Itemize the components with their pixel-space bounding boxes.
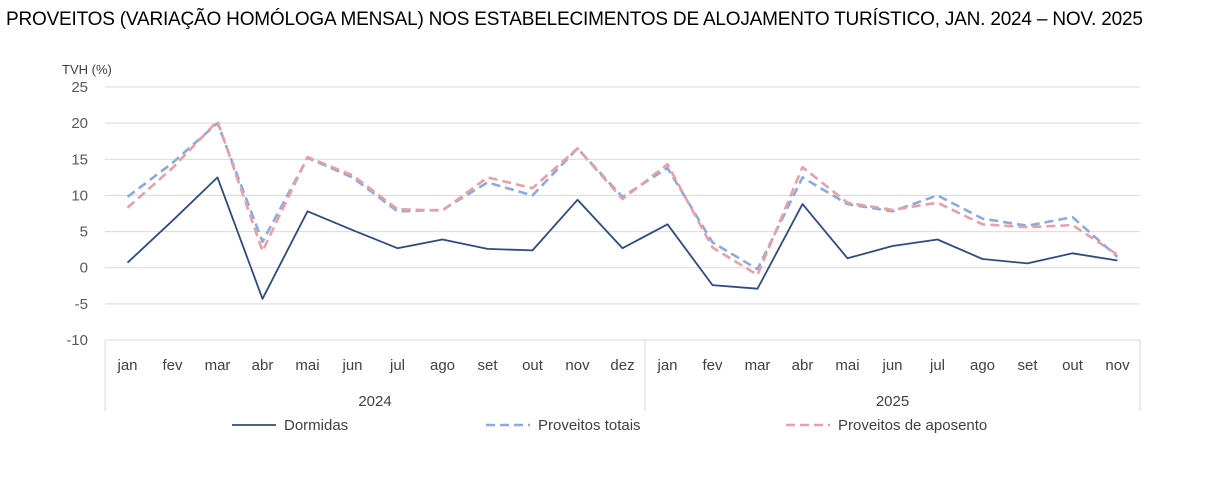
x-group-label: 2024	[358, 393, 391, 410]
x-tick-label: nov	[565, 357, 590, 374]
x-tick-label: jul	[389, 357, 405, 374]
x-tick-label: mar	[205, 357, 231, 374]
y-tick-label: 10	[71, 187, 88, 204]
x-tick-label: out	[522, 357, 544, 374]
x-tick-label: mai	[835, 357, 859, 374]
x-tick-label: jun	[341, 357, 362, 374]
x-tick-label: nov	[1105, 357, 1130, 374]
x-tick-label: abr	[252, 357, 274, 374]
x-tick-label: set	[1017, 357, 1038, 374]
x-tick-label: ago	[430, 357, 455, 374]
y-tick-label: -10	[66, 332, 88, 349]
x-tick-label: fev	[702, 357, 723, 374]
x-tick-label: abr	[792, 357, 814, 374]
x-tick-label: ago	[970, 357, 995, 374]
y-tick-label: 0	[80, 260, 88, 277]
x-tick-label: jul	[929, 357, 945, 374]
series-line-dormidas	[126, 176, 1118, 300]
y-axis-unit-label: TVH (%)	[62, 62, 112, 77]
y-tick-label: 5	[80, 224, 88, 241]
x-tick-label: mar	[745, 357, 771, 374]
x-tick-label: jun	[881, 357, 902, 374]
x-tick-label: jan	[656, 357, 677, 374]
x-group-label: 2025	[876, 393, 909, 410]
legend-label: Proveitos totais	[538, 417, 641, 434]
legend-label: Proveitos de aposento	[838, 417, 987, 434]
series-line-proveitos-totais	[126, 121, 1119, 271]
y-tick-label: 20	[71, 115, 88, 132]
legend-label: Dormidas	[284, 417, 348, 434]
chart-title: PROVEITOS (VARIAÇÃO HOMÓLOGA MENSAL) NOS…	[6, 9, 1143, 30]
x-tick-label: set	[477, 357, 498, 374]
series-line-proveitos-de-aposento	[126, 119, 1119, 277]
x-tick-label: dez	[610, 357, 634, 374]
y-tick-label: 15	[71, 151, 88, 168]
x-tick-label: out	[1062, 357, 1084, 374]
x-tick-label: mai	[295, 357, 319, 374]
x-tick-label: jan	[116, 357, 137, 374]
y-tick-label: 25	[71, 79, 88, 96]
y-tick-label: -5	[75, 296, 88, 313]
x-tick-label: fev	[162, 357, 183, 374]
